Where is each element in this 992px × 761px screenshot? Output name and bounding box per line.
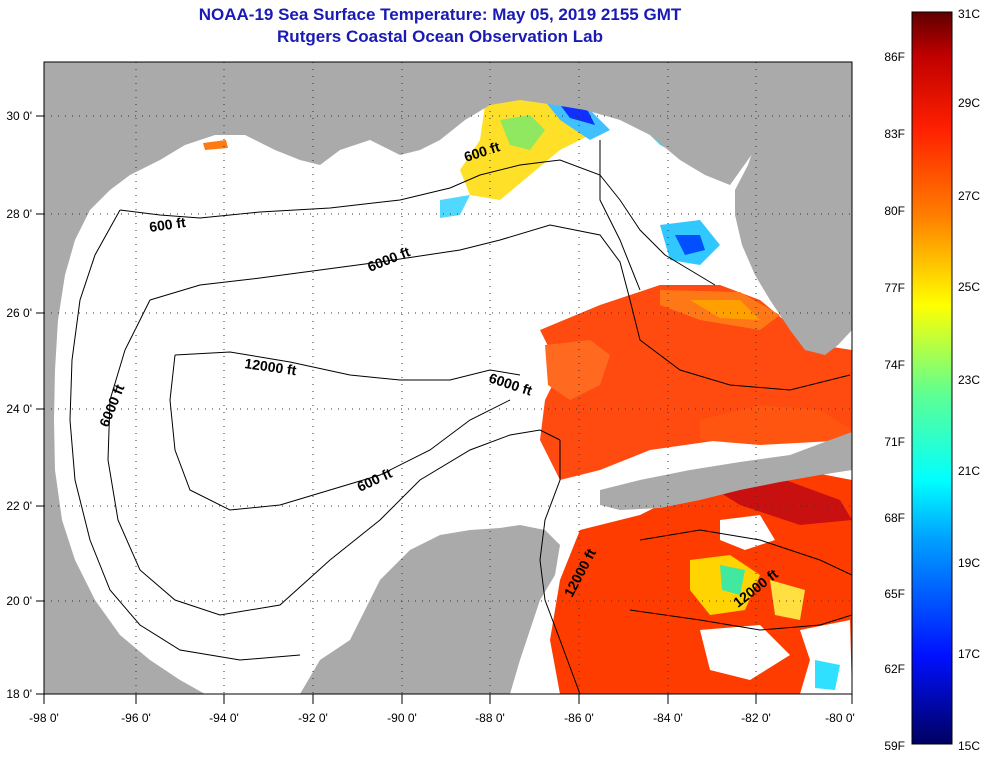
tick-marks: [36, 115, 853, 704]
colorbar-gradient: [911, 11, 953, 745]
colorbar-fahrenheit-label: 62F: [884, 662, 905, 676]
colorbar-celsius-label: 15C: [958, 739, 980, 753]
y-axis-labels: 30 0' 28 0' 26 0' 24 0' 22 0' 20 0' 18 0…: [6, 109, 32, 701]
x-tick-label: -80 0': [825, 711, 855, 725]
colorbar-celsius-label: 21C: [958, 464, 980, 478]
y-tick-label: 24 0': [6, 402, 32, 416]
map-frame: [43, 61, 853, 695]
x-tick-label: -94 0': [209, 711, 239, 725]
x-tick-label: -92 0': [298, 711, 328, 725]
x-axis-labels: -98 0' -96 0' -94 0' -92 0' -90 0' -88 0…: [29, 711, 855, 725]
contour-label: 12000 ft: [244, 355, 298, 378]
map-subtitle: Rutgers Coastal Ocean Observation Lab: [277, 27, 603, 46]
x-tick-label: -90 0': [387, 711, 417, 725]
colorbar-fahrenheit-label: 83F: [884, 127, 905, 141]
map-title: NOAA-19 Sea Surface Temperature: May 05,…: [198, 5, 682, 24]
colorbar-fahrenheit-label: 65F: [884, 587, 905, 601]
bathymetry-contours: [69, 140, 852, 694]
y-tick-label: 28 0': [6, 207, 32, 221]
y-tick-label: 18 0': [6, 687, 32, 701]
map-area: 600 ft 600 ft 600 ft 6000 ft 6000 ft 600…: [44, 62, 852, 694]
colorbar-fahrenheit-label: 59F: [884, 739, 905, 753]
colorbar-celsius-label: 19C: [958, 556, 980, 570]
colorbar-celsius-label: 17C: [958, 647, 980, 661]
y-tick-label: 26 0': [6, 306, 32, 320]
colorbar-fahrenheit-label: 77F: [884, 281, 905, 295]
x-tick-label: -84 0': [653, 711, 683, 725]
x-tick-label: -82 0': [741, 711, 771, 725]
y-tick-label: 30 0': [6, 109, 32, 123]
graticule: [44, 62, 852, 694]
colorbar-celsius-label: 27C: [958, 189, 980, 203]
colorbar-fahrenheit-label: 86F: [884, 50, 905, 64]
sst-caribbean-region: [550, 470, 852, 694]
colorbar-fahrenheit-label: 71F: [884, 435, 905, 449]
sst-warm-region: [540, 285, 852, 480]
colorbar-fahrenheit-label: 80F: [884, 204, 905, 218]
y-tick-label: 20 0': [6, 594, 32, 608]
land: [44, 62, 852, 694]
x-tick-label: -88 0': [475, 711, 505, 725]
x-tick-label: -98 0': [29, 711, 59, 725]
contour-label: 600 ft: [148, 214, 187, 235]
temperature-colorbar: 86F 83F 80F 77F 74F 71F 68F 65F 62F 59F …: [884, 7, 980, 753]
colorbar-celsius-label: 25C: [958, 280, 980, 294]
y-tick-label: 22 0': [6, 499, 32, 513]
sst-spot-louisiana: [203, 140, 228, 150]
x-tick-label: -96 0': [121, 711, 151, 725]
colorbar-celsius-label: 23C: [958, 373, 980, 387]
colorbar-celsius-label: 29C: [958, 96, 980, 110]
colorbar-celsius-label: 31C: [958, 7, 980, 21]
colorbar-fahrenheit-label: 68F: [884, 511, 905, 525]
x-tick-label: -86 0': [564, 711, 594, 725]
colorbar-fahrenheit-label: 74F: [884, 358, 905, 372]
